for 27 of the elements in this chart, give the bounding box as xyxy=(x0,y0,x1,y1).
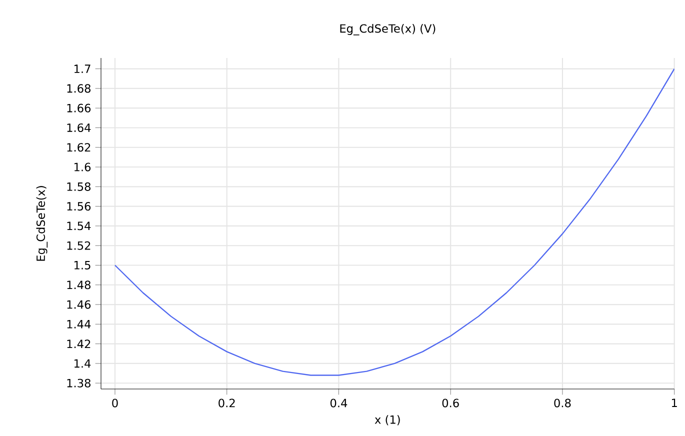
y-tick-label: 1.46 xyxy=(67,300,91,309)
y-tick-label: 1.44 xyxy=(67,320,91,328)
x-tick-label: 0.4 xyxy=(330,398,348,408)
y-tick-label: 1.62 xyxy=(67,143,90,152)
y-tick-label: 1.68 xyxy=(67,84,90,93)
y-tick-label: 1.64 xyxy=(67,123,91,132)
x-tick-label: 0 xyxy=(112,398,118,408)
y-tick-label: 1.5 xyxy=(74,261,90,270)
y-tick-label: 1.7 xyxy=(74,64,90,73)
y-tick-label: 1.58 xyxy=(67,182,90,191)
y-tick-label: 1.4 xyxy=(74,359,91,368)
y-tick-label: 1.54 xyxy=(67,222,91,230)
y-tick-label: 1.52 xyxy=(67,241,90,250)
y-axis-title: Eg_CdSeTe(x) xyxy=(36,186,48,261)
x-tick-label: 0.8 xyxy=(554,398,571,408)
x-tick-label: 0.6 xyxy=(442,398,459,408)
chart-title: Eg_CdSeTe(x) (V) xyxy=(340,24,436,36)
x-tick-label: 0.2 xyxy=(218,398,235,408)
line-series xyxy=(114,68,674,376)
x-axis-title: x (1) xyxy=(374,415,400,426)
y-tick-label: 1.66 xyxy=(67,104,91,112)
y-tick-label: 1.56 xyxy=(67,202,91,211)
y-tick-label: 1.48 xyxy=(67,280,90,290)
y-tick-label: 1.42 xyxy=(67,340,90,348)
y-tick-label: 1.6 xyxy=(74,162,91,172)
x-tick-label: 1 xyxy=(672,398,677,407)
y-tick-label: 1.38 xyxy=(67,378,90,388)
